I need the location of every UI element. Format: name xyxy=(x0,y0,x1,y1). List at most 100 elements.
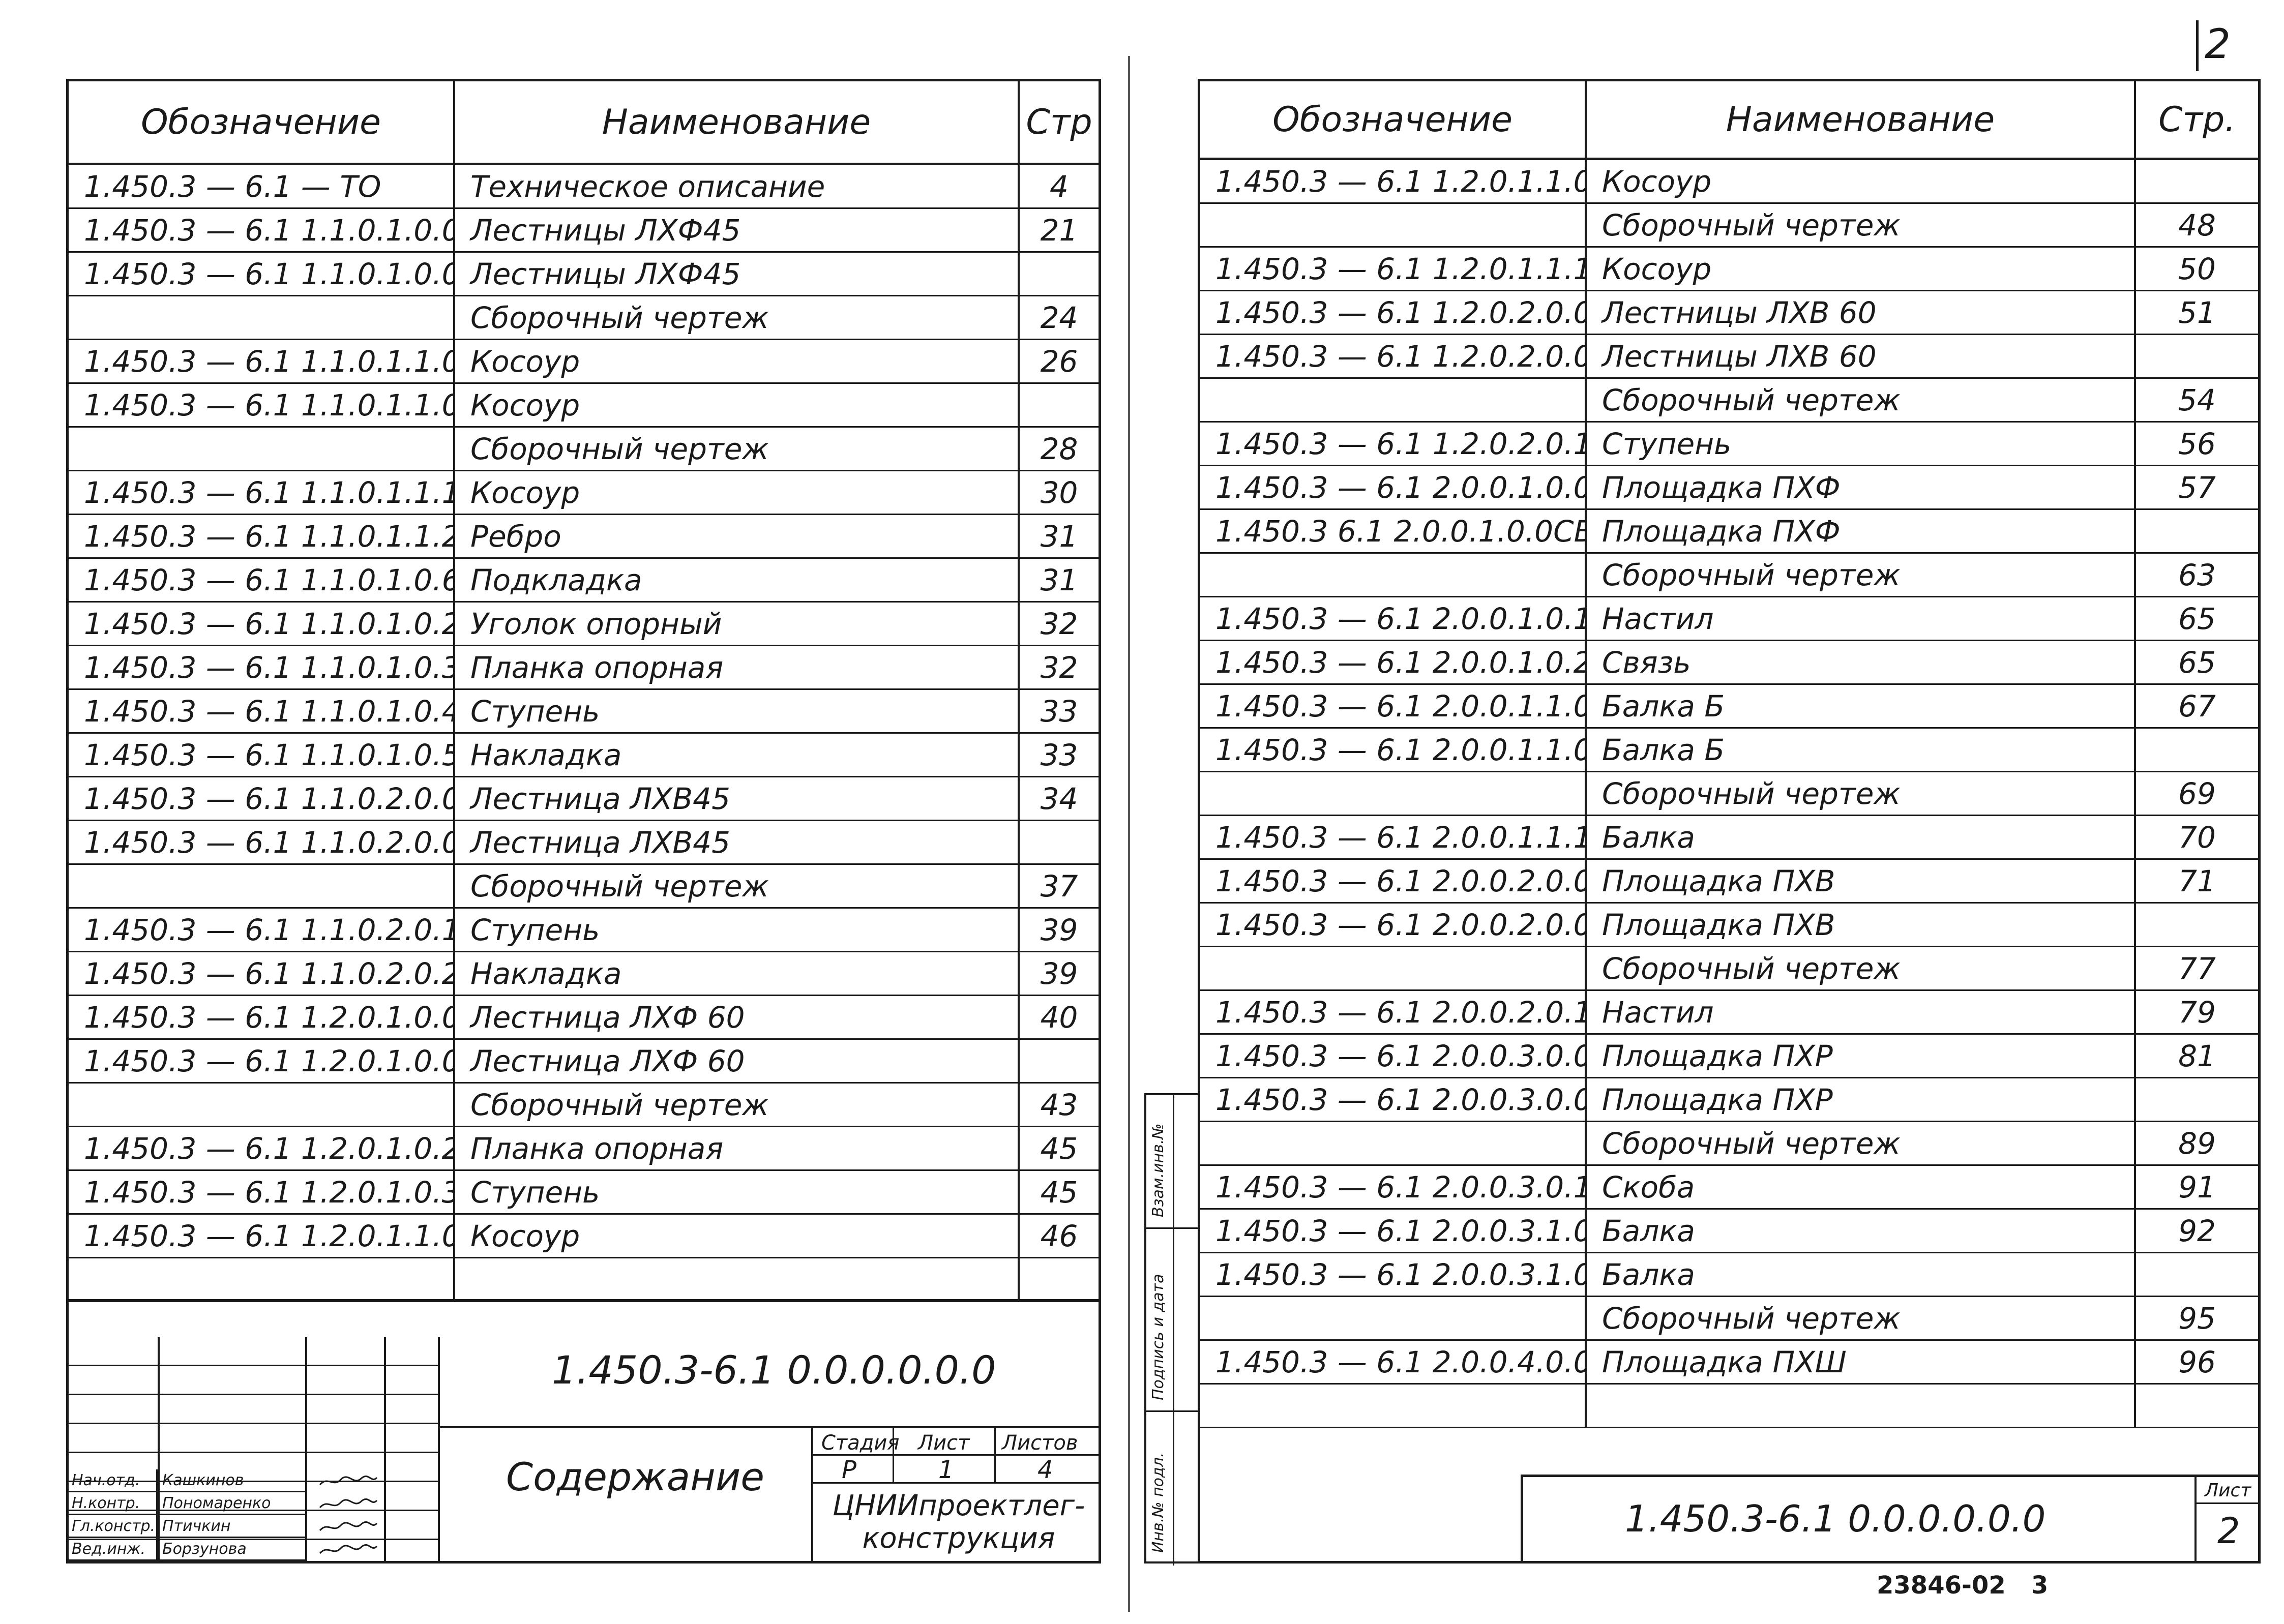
cell-page: 48 xyxy=(2178,207,2216,243)
cell-name: Лестница ЛХФ 60 xyxy=(455,1040,1020,1082)
table-row: 1.450.3 — 6.1 1.1.0.1.1.1 Косоур 30 xyxy=(69,471,1099,515)
cell-designation: 1.450.3 — 6.1 1.2.0.1.1.1 xyxy=(1200,248,1587,290)
handwritten-signature xyxy=(318,1542,379,1557)
cell-page: 4 xyxy=(1050,169,1069,204)
cell-designation: 1.450.3 — 6.1 2.0.0.2.0.0 xyxy=(1200,860,1587,902)
table-row: 1.450.3 — 6.1 1.1.0.1.0.0 Лестницы ЛХФ45 2… xyxy=(69,209,1099,253)
cell-designation: 1.450.3 — 6.1 — ТО xyxy=(69,165,455,207)
cell-name: Сборочный чертеж xyxy=(1587,1297,2136,1339)
header-designation: Обозначение xyxy=(1200,81,1587,158)
table-row: 1.450.3 — 6.1 1.1.0.1.1.0СБКосоур xyxy=(69,384,1099,428)
cell-name: Планка опорная xyxy=(455,1127,1020,1169)
signature-role: Н.контр. xyxy=(69,1492,158,1515)
table-row: 1.450.3 — 6.1 2.0.0.1.1.1 Балка 70 xyxy=(1200,816,2258,860)
table-row: Сборочный чертеж 95 xyxy=(1200,1297,2258,1341)
cell-page: 77 xyxy=(2178,951,2216,986)
handwritten-signature xyxy=(318,1519,379,1535)
cell-designation: 1.450.3 — 6.1 1.1.0.1.0.4 xyxy=(69,690,455,732)
cell-designation: 1.450.3 — 6.1 1.1.0.1.1.0СБ xyxy=(69,384,455,426)
cell-name: Настил xyxy=(1587,991,2136,1033)
cell-page: 30 xyxy=(1040,475,1078,510)
cell-page xyxy=(1020,384,1099,426)
cell-name: Техническое описание xyxy=(455,165,1020,207)
sig-grid xyxy=(69,1337,440,1561)
table-row: Сборочный чертеж 89 xyxy=(1200,1122,2258,1166)
cell-name: Ступень xyxy=(455,1171,1020,1213)
cell-name: Лестница ЛХВ45 xyxy=(455,777,1020,820)
cell-designation: 1.450.3 — 6.1 1.2.0.1.1.0 xyxy=(69,1215,455,1257)
cell-name: Сборочный чертеж xyxy=(1587,772,2136,815)
cell-page: 33 xyxy=(1040,737,1078,772)
table-row: 1.450.3 — 6.1 2.0.0.2.0.1 Настил 79 xyxy=(1200,991,2258,1035)
right-contents-sheet: Обозначение Наименование Стр. 1.450.3 — … xyxy=(1198,79,2261,1563)
cell-page: 91 xyxy=(2178,1169,2216,1205)
table-row: Сборочный чертеж 48 xyxy=(1200,204,2258,248)
right-table-header: Обозначение Наименование Стр. xyxy=(1200,81,2258,160)
cell-page: 45 xyxy=(1040,1131,1078,1166)
cell-designation: 1.450.3 — 6.1 1.1.0.1.1.0 xyxy=(69,340,455,382)
cell-designation xyxy=(69,865,455,907)
sig-col-2 xyxy=(305,1337,307,1561)
left-table-body: 1.450.3 — 6.1 — ТО Техническое описание 4 1… xyxy=(69,165,1099,1302)
cell-page: 69 xyxy=(2178,776,2216,811)
cell-page: 37 xyxy=(1040,868,1078,904)
cell-name: Площадка ПХР xyxy=(1587,1035,2136,1077)
table-row: Сборочный чертеж 37 xyxy=(69,865,1099,909)
cell-page xyxy=(2136,1253,2258,1296)
cell-name: Связь xyxy=(1587,641,2136,683)
cell-designation: 1.450.3 — 6.1 2.0.0.2.0.0СБ xyxy=(1200,904,1587,946)
table-row xyxy=(1200,1385,2258,1428)
cell-page: 28 xyxy=(1040,431,1078,466)
cell-designation: 1.450.3 — 6.1 1.2.0.1.0.0 xyxy=(69,996,455,1038)
cell-page: 43 xyxy=(1040,1087,1078,1122)
table-row: 1.450.3 — 6.1 1.2.0.1.1.1 Косоур 50 xyxy=(1200,248,2258,291)
right-sheet-label: Лист xyxy=(2205,1480,2251,1501)
cell-name: Лестница ЛХФ 60 xyxy=(455,996,1020,1038)
sheets-value: 4 xyxy=(1037,1456,1053,1484)
cell-designation: 1.450.3 — 6.1 1.1.0.1.0.6 xyxy=(69,559,455,601)
cell-designation: 1.450.3 — 6.1 2.0.0.3.0.1 xyxy=(1200,1166,1587,1208)
cell-name: Площадка ПХФ xyxy=(1587,466,2136,508)
cell-page: 67 xyxy=(2178,688,2216,724)
cell-name: Сборочный чертеж xyxy=(455,1084,1020,1126)
cell-page xyxy=(2136,510,2258,552)
cell-page: 31 xyxy=(1040,562,1078,597)
cell-page: 34 xyxy=(1040,781,1078,816)
cell-page xyxy=(1020,1258,1099,1301)
table-row: 1.450.3 — 6.1 1.2.0.1.0.0СБЛестница ЛХФ … xyxy=(69,1040,1099,1084)
cell-page xyxy=(2136,729,2258,771)
signature-rows: Нач.отд. Кашкинов Н.контр. Пономаренко Гл.ко… xyxy=(69,1469,440,1561)
table-row: Сборочный чертеж 77 xyxy=(1200,947,2258,991)
cell-designation xyxy=(69,1258,455,1301)
signature-name: Пономаренко xyxy=(159,1492,305,1515)
cell-name xyxy=(1587,1385,2136,1427)
cell-page: 65 xyxy=(2178,601,2216,636)
table-row: 1.450.3 6.1 2.0.0.1.0.0СБ Площадка ПХФ xyxy=(1200,510,2258,554)
cell-designation: 1.450.3 — 6.1 1.1.0.1.0.0СБ xyxy=(69,253,455,295)
cell-page: 81 xyxy=(2178,1038,2216,1073)
cell-designation xyxy=(69,428,455,470)
cell-page: 95 xyxy=(2178,1301,2216,1336)
cell-page: 54 xyxy=(2178,382,2216,417)
header-name: Наименование xyxy=(1587,81,2136,158)
signature-name: Кашкинов xyxy=(159,1469,305,1492)
cell-name: Балка xyxy=(1587,1210,2136,1252)
cell-page xyxy=(2136,1385,2258,1427)
table-row: 1.450.3 — 6.1 1.1.0.1.0.3 Планка опорная 3… xyxy=(69,646,1099,690)
cell-name: Сборочный чертеж xyxy=(1587,947,2136,989)
stage-value: Р xyxy=(842,1456,856,1484)
right-sheet-box-line xyxy=(2194,1502,2261,1504)
cell-name: Балка Б xyxy=(1587,729,2136,771)
stage-col-1 xyxy=(893,1426,894,1482)
cell-name: Балка xyxy=(1587,1253,2136,1296)
table-row: 1.450.3 — 6.1 1.1.0.1.0.6 Подкладка 31 xyxy=(69,559,1099,603)
cell-page: 65 xyxy=(2178,645,2216,680)
title-divider xyxy=(440,1426,1099,1428)
table-row: 1.450.3 — 6.1 1.1.0.2.0.1 Ступень 39 xyxy=(69,909,1099,952)
table-row: 1.450.3 — 6.1 2.0.0.3.0.1 Скоба 91 xyxy=(1200,1166,2258,1210)
cell-designation: 1.450.3 — 6.1 1.1.0.2.0.1 xyxy=(69,909,455,951)
cell-page xyxy=(2136,335,2258,377)
fold-line xyxy=(1128,56,1130,1612)
table-row: Сборочный чертеж 43 xyxy=(69,1084,1099,1127)
